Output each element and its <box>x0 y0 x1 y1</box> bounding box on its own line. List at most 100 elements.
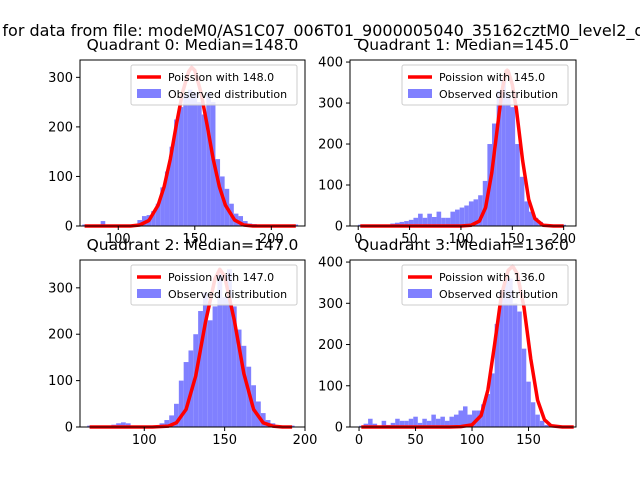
axes-frame <box>79 59 306 227</box>
figure-suptitle: Histogram for data from file: modeM0/AS1… <box>0 21 640 41</box>
histogram-bar <box>381 420 387 427</box>
axes-frame <box>79 259 306 428</box>
histogram-bar <box>206 92 211 226</box>
x-tick-label: 150 <box>182 232 207 247</box>
x-tick-label: 0 <box>354 232 362 247</box>
observed-bars <box>359 278 567 427</box>
histogram-bar <box>289 425 295 427</box>
histogram-bar <box>187 89 193 226</box>
histogram-bar <box>222 297 228 427</box>
histogram-bar <box>512 303 518 427</box>
histogram-bar <box>468 201 474 226</box>
y-tick-label: 200 <box>48 328 73 343</box>
x-tick-label: 200 <box>293 433 318 448</box>
histogram-bar <box>231 306 237 427</box>
histogram-bar <box>368 418 373 427</box>
histogram-bar <box>137 220 142 226</box>
histogram-bar <box>169 146 175 226</box>
histogram-bar <box>169 415 175 427</box>
y-tick-label: 0 <box>65 220 73 235</box>
subplot-title: Quadrant 3: Median=136.0 <box>357 236 569 254</box>
x-tick-label: 200 <box>551 232 576 247</box>
y-tick-label: 100 <box>318 379 343 394</box>
y-tick-label: 0 <box>335 220 343 235</box>
histogram-bar <box>431 414 436 427</box>
histogram-bar <box>455 209 460 226</box>
histogram-bar <box>413 217 419 226</box>
y-tick-label: 300 <box>48 281 73 296</box>
histogram-bar <box>441 217 446 226</box>
histogram-bar <box>508 278 513 427</box>
histogram-bar <box>418 213 423 226</box>
subplot-top-right: 0 50 100 150 200 0 100 200 300 400 Poission with 1… <box>318 36 577 247</box>
legend: Poission with 147.0 Observed distribution <box>130 264 298 306</box>
legend-box <box>401 264 569 306</box>
x-tick-label: 100 <box>106 232 131 247</box>
histogram-bar <box>422 418 427 427</box>
y-tick-label: 200 <box>48 120 73 135</box>
y-tick-label: 400 <box>318 56 343 71</box>
histogram-bar <box>529 211 534 226</box>
histogram-bar <box>501 78 506 226</box>
legend-observed-label: Observed distribution <box>439 288 558 301</box>
y-tick-label: 300 <box>48 71 73 86</box>
subplot-top-left: 100 150 200 0 100 200 300 Poission with 148.0 Ob… <box>48 36 306 247</box>
histogram-bar <box>207 320 213 427</box>
histogram-bar <box>100 221 106 226</box>
histogram-bar <box>515 144 520 226</box>
x-tick-label: 200 <box>259 232 284 247</box>
histogram-bar <box>450 211 456 226</box>
y-tick-label: 100 <box>318 179 343 194</box>
histogram-bar <box>197 102 202 226</box>
histogram-bar <box>436 211 442 226</box>
y-tick-label: 100 <box>48 170 73 185</box>
histogram-bar <box>357 224 363 226</box>
histogram-bar <box>533 217 539 226</box>
histogram-bar <box>192 92 198 226</box>
y-tick-label: 300 <box>318 297 343 312</box>
histogram-bar <box>431 216 437 226</box>
histogram-bar <box>503 278 509 427</box>
histogram-bar <box>478 195 483 226</box>
x-tick-label: 150 <box>212 433 237 448</box>
y-tick-label: 200 <box>318 338 343 353</box>
histogram-bar <box>526 381 531 427</box>
x-tick-label: 50 <box>407 433 424 448</box>
histogram-bar <box>440 416 445 427</box>
legend-box <box>401 64 569 106</box>
histogram-bar <box>404 221 409 226</box>
histogram-bar <box>408 219 414 226</box>
legend-observed-label: Observed distribution <box>168 88 287 101</box>
histogram-bar <box>444 420 450 427</box>
observed-bars <box>82 89 299 226</box>
histogram-bar <box>453 414 459 427</box>
x-tick-label: 100 <box>132 433 157 448</box>
histogram-bar <box>426 420 432 427</box>
x-tick-label: 100 <box>449 232 474 247</box>
histogram-bar <box>413 416 418 427</box>
histogram-bar <box>408 418 414 427</box>
histogram-bar <box>494 323 500 427</box>
histogram-bar <box>530 402 536 427</box>
histogram-bar <box>198 311 203 427</box>
y-tick-label: 100 <box>48 374 73 389</box>
histogram-bar <box>82 224 87 226</box>
histogram-bar <box>390 422 396 427</box>
axes-frame <box>349 259 577 428</box>
axes-frame <box>349 59 577 227</box>
legend-poisson-label: Poission with 148.0 <box>168 71 274 84</box>
histogram-bar <box>201 114 207 226</box>
subplot-title: Quadrant 1: Median=145.0 <box>357 36 569 54</box>
histogram-bar <box>492 123 497 226</box>
histogram-bar <box>212 306 218 427</box>
legend-poisson-label: Poission with 145.0 <box>439 71 545 84</box>
legend-observed-label: Observed distribution <box>168 288 287 301</box>
histogram-bar <box>458 410 463 427</box>
histogram-bar <box>505 94 511 226</box>
y-tick-label: 0 <box>335 421 343 436</box>
histogram-bar <box>125 423 131 427</box>
histogram-bar <box>445 217 451 226</box>
histogram-bar <box>544 424 549 427</box>
y-tick-label: 400 <box>318 256 343 271</box>
